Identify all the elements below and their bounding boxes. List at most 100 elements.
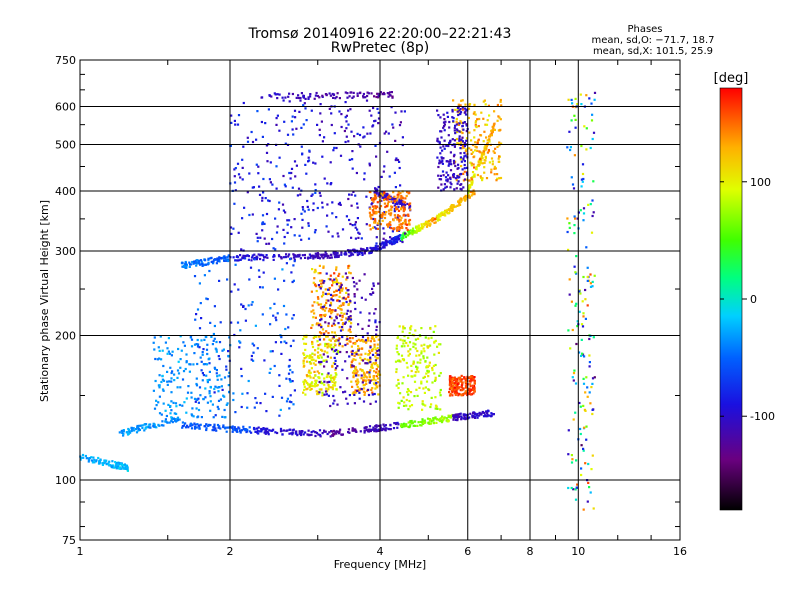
data-point bbox=[393, 171, 396, 174]
data-point bbox=[438, 159, 441, 162]
data-point bbox=[374, 191, 377, 194]
data-point bbox=[458, 130, 461, 133]
data-point bbox=[409, 420, 412, 423]
data-point bbox=[363, 357, 366, 361]
data-point bbox=[276, 97, 279, 100]
data-point bbox=[402, 396, 405, 399]
data-point bbox=[337, 274, 340, 277]
data-point bbox=[393, 204, 396, 207]
y-tick-label: 200 bbox=[55, 330, 76, 343]
data-point bbox=[250, 259, 253, 262]
data-point bbox=[356, 206, 359, 209]
data-point bbox=[276, 225, 279, 228]
data-point bbox=[581, 163, 585, 166]
data-point bbox=[189, 363, 192, 366]
data-point bbox=[455, 137, 458, 141]
data-point bbox=[572, 488, 575, 491]
data-point bbox=[437, 215, 440, 219]
data-point bbox=[484, 123, 487, 126]
data-point bbox=[224, 416, 227, 419]
data-point bbox=[494, 147, 497, 150]
data-point bbox=[172, 401, 175, 404]
data-point bbox=[296, 434, 299, 437]
data-point bbox=[122, 430, 125, 433]
data-point bbox=[176, 419, 179, 422]
data-point bbox=[195, 313, 198, 316]
data-point bbox=[308, 361, 311, 364]
data-point bbox=[291, 92, 294, 96]
data-point bbox=[490, 129, 493, 132]
data-point bbox=[296, 254, 300, 257]
data-point bbox=[396, 216, 399, 219]
data-point bbox=[357, 349, 360, 352]
data-point bbox=[365, 428, 368, 431]
data-point bbox=[396, 202, 399, 205]
data-point bbox=[464, 113, 468, 116]
data-point bbox=[214, 367, 217, 370]
data-point bbox=[319, 279, 322, 282]
data-point bbox=[570, 461, 574, 464]
data-point bbox=[447, 415, 450, 418]
data-point bbox=[374, 119, 377, 122]
data-point bbox=[295, 255, 298, 258]
data-point bbox=[98, 462, 101, 465]
data-point bbox=[184, 261, 187, 264]
data-point bbox=[154, 357, 157, 361]
data-point bbox=[470, 164, 473, 167]
data-point bbox=[462, 186, 465, 189]
data-point bbox=[262, 428, 265, 431]
data-point bbox=[408, 341, 412, 344]
data-point bbox=[331, 331, 334, 334]
data-point bbox=[341, 314, 344, 317]
data-point bbox=[196, 362, 199, 366]
data-point bbox=[215, 350, 218, 353]
data-point bbox=[345, 215, 348, 218]
data-point bbox=[321, 432, 324, 435]
data-point bbox=[332, 362, 335, 365]
data-point bbox=[331, 235, 334, 238]
data-point bbox=[436, 418, 439, 421]
data-point bbox=[483, 130, 486, 133]
data-point bbox=[299, 99, 302, 102]
data-point bbox=[327, 394, 330, 397]
data-point bbox=[369, 358, 372, 361]
data-point bbox=[344, 101, 347, 104]
data-point bbox=[330, 256, 333, 259]
data-point bbox=[456, 122, 459, 125]
data-point bbox=[282, 209, 285, 212]
data-point bbox=[395, 344, 398, 347]
data-point bbox=[373, 430, 376, 433]
chart-subtitle: RwPretec (8p) bbox=[331, 40, 429, 56]
data-point bbox=[578, 310, 581, 313]
data-point bbox=[361, 381, 364, 384]
data-point bbox=[362, 371, 366, 374]
data-point bbox=[459, 380, 462, 383]
data-point bbox=[366, 338, 369, 341]
data-point bbox=[317, 253, 320, 256]
data-point bbox=[287, 95, 290, 98]
data-point bbox=[304, 431, 307, 434]
data-point bbox=[397, 234, 400, 238]
data-point bbox=[279, 427, 283, 430]
data-point bbox=[368, 251, 371, 254]
data-point bbox=[463, 170, 466, 173]
data-point bbox=[295, 127, 298, 130]
data-point bbox=[331, 324, 334, 327]
data-point bbox=[454, 413, 457, 416]
data-point bbox=[232, 227, 235, 230]
data-point bbox=[364, 339, 367, 342]
data-point bbox=[259, 286, 262, 289]
data-point bbox=[160, 358, 163, 361]
data-point bbox=[196, 259, 199, 262]
data-point bbox=[426, 369, 429, 372]
data-point bbox=[396, 229, 399, 232]
data-point bbox=[219, 321, 222, 324]
data-point bbox=[225, 430, 228, 433]
data-point bbox=[138, 424, 141, 427]
data-point bbox=[399, 338, 402, 341]
data-point bbox=[375, 196, 378, 199]
data-point bbox=[161, 349, 164, 352]
data-point bbox=[290, 271, 293, 274]
data-point bbox=[425, 225, 429, 228]
data-point bbox=[331, 388, 334, 391]
